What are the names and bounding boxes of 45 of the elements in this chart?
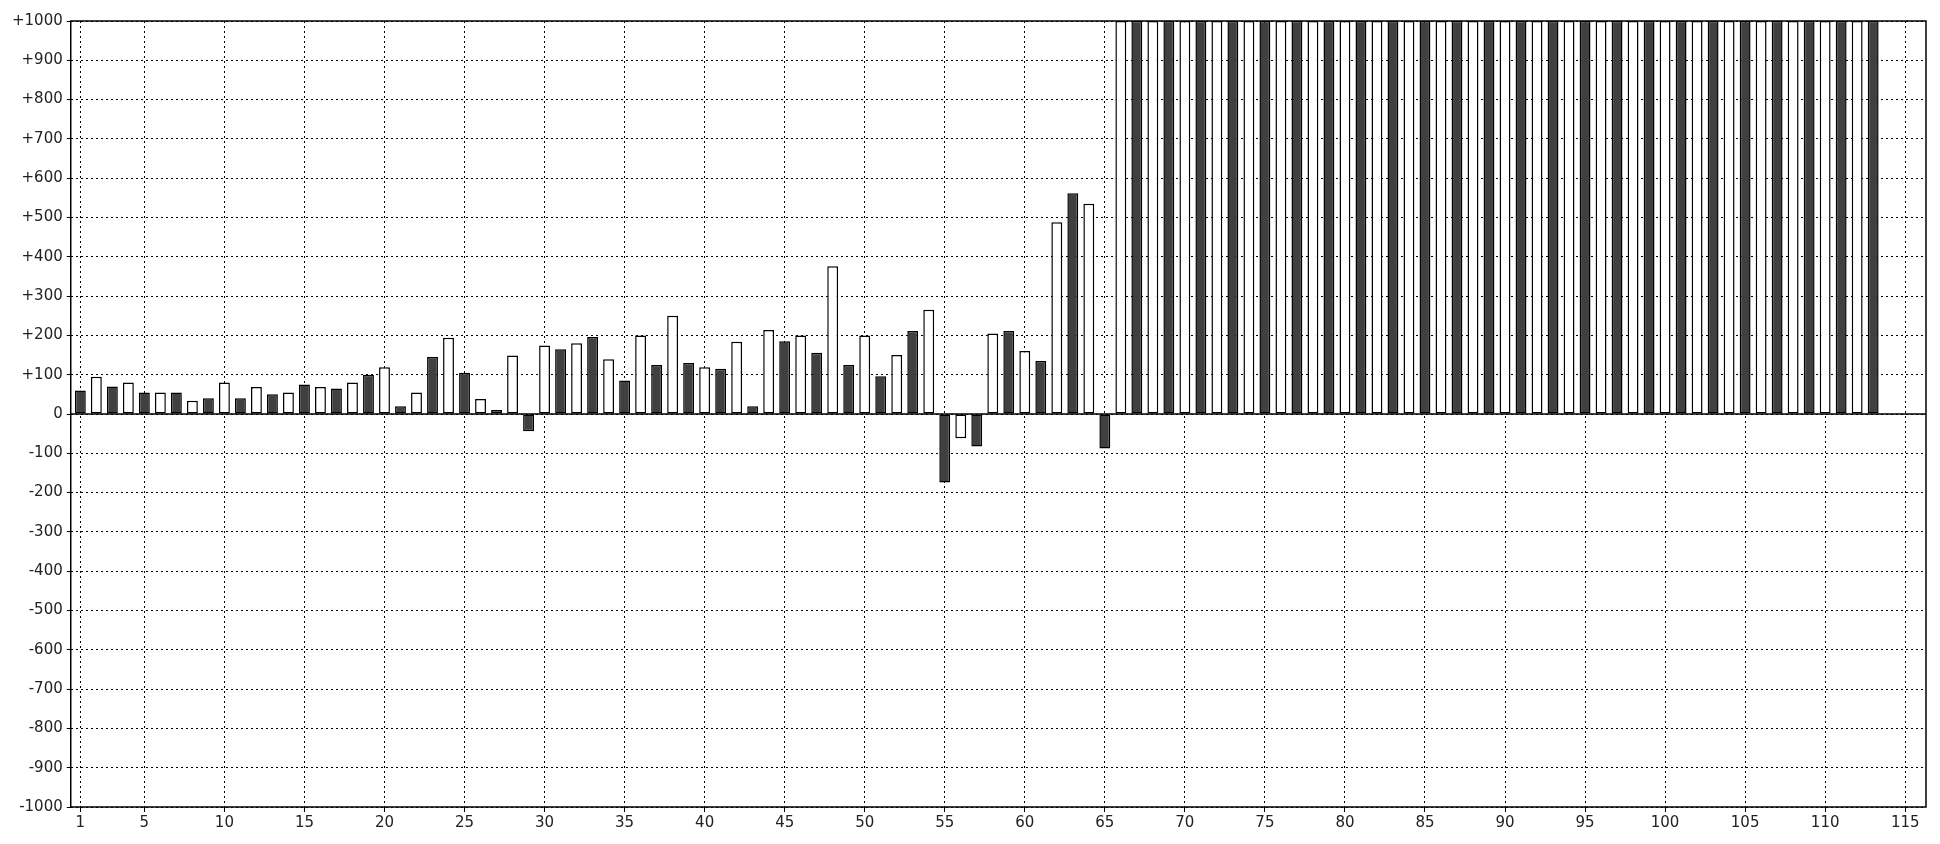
x-tick-label: 90 bbox=[1495, 812, 1515, 831]
x-tick-label: 70 bbox=[1175, 812, 1195, 831]
x-tick-label: 75 bbox=[1255, 812, 1275, 831]
x-tick-label: 15 bbox=[294, 812, 314, 831]
y-tick-label: -700 bbox=[28, 678, 63, 697]
y-tick-label: -200 bbox=[28, 482, 63, 501]
x-tick-label: 30 bbox=[535, 812, 555, 831]
y-tick-label: -400 bbox=[28, 561, 63, 580]
x-tick-label: 5 bbox=[139, 812, 150, 831]
x-tick-label: 65 bbox=[1095, 812, 1115, 831]
y-tick-label: +1000 bbox=[11, 10, 63, 29]
y-tick-label: -1000 bbox=[19, 796, 63, 815]
x-tick-label: 95 bbox=[1575, 812, 1595, 831]
x-tick-label: 115 bbox=[1890, 812, 1920, 831]
x-tick-label: 85 bbox=[1415, 812, 1435, 831]
y-tick-label: +200 bbox=[21, 325, 63, 344]
y-tick-label: -600 bbox=[28, 639, 63, 658]
y-tick-label: -100 bbox=[28, 443, 63, 462]
x-tick-label: 110 bbox=[1810, 812, 1840, 831]
x-tick-label: 100 bbox=[1650, 812, 1680, 831]
x-tick-label: 105 bbox=[1730, 812, 1760, 831]
x-tick-label: 40 bbox=[695, 812, 715, 831]
y-tick-label: -800 bbox=[28, 718, 63, 737]
y-tick-label: +100 bbox=[21, 364, 63, 383]
y-tick-label: +400 bbox=[21, 246, 63, 265]
x-tick-label: 10 bbox=[214, 812, 234, 831]
x-tick-label: 80 bbox=[1335, 812, 1355, 831]
x-tick-label: 60 bbox=[1015, 812, 1035, 831]
x-tick-label: 50 bbox=[855, 812, 875, 831]
x-tick-label: 35 bbox=[615, 812, 635, 831]
y-tick-label: +900 bbox=[21, 50, 63, 69]
y-tick-label: +300 bbox=[21, 285, 63, 304]
y-tick-label: 0 bbox=[53, 403, 63, 422]
y-tick-label: +500 bbox=[21, 207, 63, 226]
y-tick-label: -300 bbox=[28, 521, 63, 540]
y-tick-label: +800 bbox=[21, 89, 63, 108]
y-tick-label: -500 bbox=[28, 600, 63, 619]
x-tick-label: 1 bbox=[75, 812, 86, 831]
y-tick-label: -900 bbox=[28, 757, 63, 776]
x-tick-label: 20 bbox=[374, 812, 395, 831]
x-tick-label: 55 bbox=[935, 812, 955, 831]
x-tick-label: 45 bbox=[775, 812, 795, 831]
y-tick-label: +600 bbox=[21, 168, 63, 187]
y-tick-label: +700 bbox=[21, 128, 63, 147]
x-tick-label: 25 bbox=[454, 812, 475, 831]
